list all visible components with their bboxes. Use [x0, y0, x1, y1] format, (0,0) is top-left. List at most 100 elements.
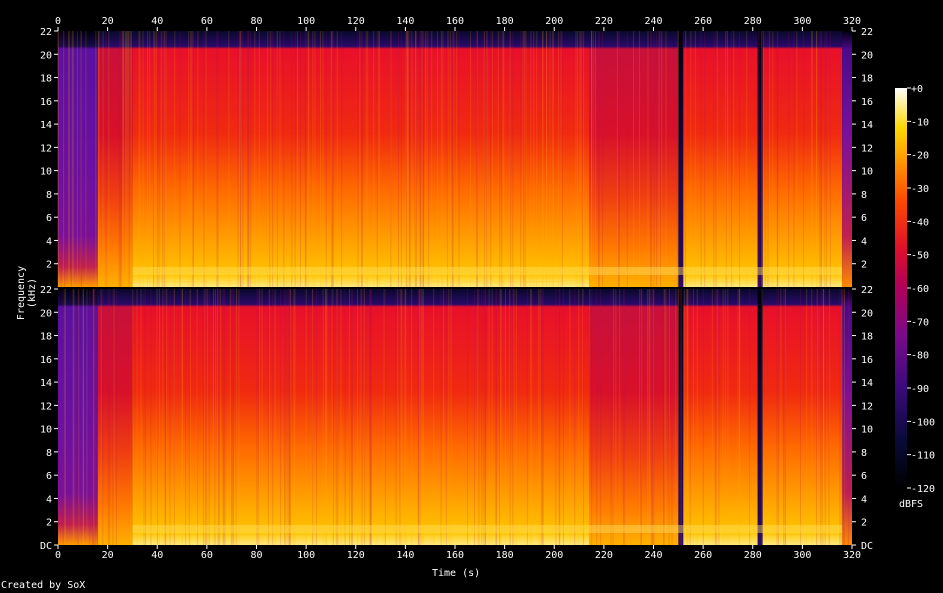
y-tick-label-right: 2: [861, 260, 867, 271]
y-tick-label-right: 16: [861, 355, 873, 366]
y-tick-label-right: 12: [861, 401, 873, 412]
x-tick-label-top: 280: [744, 16, 762, 27]
colorbar-tick-label: -120: [911, 484, 935, 495]
y-tick-label-left: 20: [40, 50, 52, 61]
x-tick-label-bottom: 320: [843, 550, 861, 561]
x-tick-label-top: 120: [347, 16, 365, 27]
y-tick-label-right: 6: [861, 213, 867, 224]
segment-fade: [842, 31, 852, 287]
segment-gap: [678, 31, 684, 287]
colorbar-tick-label: -20: [911, 151, 929, 162]
y-axis-label: Frequency (kHz): [16, 265, 38, 321]
y-tick-label-right: 4: [861, 494, 867, 505]
x-tick-label-bottom: 20: [102, 550, 114, 561]
x-tick-label-bottom: 160: [446, 550, 464, 561]
y-tick-label-left: 22: [40, 27, 52, 38]
x-tick-label-top: 20: [102, 16, 114, 27]
colorbar-unit: dBFS: [899, 499, 924, 510]
spectrogram-panel-1: [57, 31, 852, 287]
colorbar-tick-label: -50: [911, 251, 929, 262]
x-tick-label-top: 240: [644, 16, 662, 27]
segment-fade: [842, 289, 852, 545]
y-tick-label-left: 16: [40, 97, 52, 108]
x-tick-label-top: 220: [595, 16, 613, 27]
x-tick-label-top: 0: [55, 16, 61, 27]
x-tick-label-bottom: 220: [595, 550, 613, 561]
segment-mid: [588, 31, 679, 287]
colorbar-tick-label: -100: [911, 417, 935, 428]
segment-quiet: [58, 31, 98, 287]
x-tick-label-bottom: 120: [347, 550, 365, 561]
x-tick-label-bottom: 80: [250, 550, 262, 561]
x-tick-label-bottom: 240: [644, 550, 662, 561]
y-tick-label-right: 6: [861, 471, 867, 482]
y-tick-label-left: 10: [40, 167, 52, 178]
x-tick-label-top: 180: [496, 16, 514, 27]
y-tick-label-left: 20: [40, 308, 52, 319]
segment-loud: [132, 289, 589, 545]
colorbar-tick-label: -80: [911, 351, 929, 362]
segment-loud: [683, 31, 758, 287]
y-tick-label-right: 12: [861, 143, 873, 154]
x-tick-label-bottom: 300: [793, 550, 811, 561]
segment-gap: [757, 31, 763, 287]
y-tick-label-right: 18: [861, 74, 873, 85]
y-tick-label-left: 8: [46, 190, 52, 201]
x-tick-label-bottom: 40: [151, 550, 163, 561]
y-tick-label-right: 8: [861, 448, 867, 459]
y-tick-label-left: 18: [40, 332, 52, 343]
y-tick-label-left: 22: [40, 285, 52, 296]
y-tick-label-left: 6: [46, 213, 52, 224]
y-tick-label-right: 22: [861, 285, 873, 296]
x-tick-label-top: 320: [843, 16, 861, 27]
y-tick-label-left: 2: [46, 260, 52, 271]
y-tick-label-left: 4: [46, 494, 52, 505]
x-tick-label-top: 200: [545, 16, 563, 27]
x-tick-label-bottom: 140: [396, 550, 414, 561]
segment-loud: [762, 31, 843, 287]
segment-mid: [588, 289, 679, 545]
y-tick-label-right: 8: [861, 190, 867, 201]
colorbar-tick-label: -30: [911, 184, 929, 195]
colorbar-tick-label: -70: [911, 317, 929, 328]
x-tick-label-bottom: 60: [201, 550, 213, 561]
segment-mid: [97, 289, 133, 545]
y-tick-label-left: 12: [40, 143, 52, 154]
y-tick-label-left: 8: [46, 448, 52, 459]
y-tick-label-right: 14: [861, 120, 873, 131]
x-tick-label-bottom: 280: [744, 550, 762, 561]
x-tick-label-top: 40: [151, 16, 163, 27]
x-tick-label-bottom: 100: [297, 550, 315, 561]
y-tick-label-right: 20: [861, 308, 873, 319]
colorbar-tick-label: -60: [911, 284, 929, 295]
x-tick-label-top: 160: [446, 16, 464, 27]
low-band: [132, 525, 843, 533]
segment-loud: [132, 31, 589, 287]
y-tick-label-right: 14: [861, 378, 873, 389]
x-tick-label-top: 80: [250, 16, 262, 27]
colorbar-tick-label: -90: [911, 384, 929, 395]
y-tick-label-right: 2: [861, 518, 867, 529]
spectrogram-panel-2: [58, 289, 852, 545]
credit-text: Created by SoX: [1, 580, 86, 591]
x-tick-label-top: 260: [694, 16, 712, 27]
low-band: [132, 267, 843, 275]
y-tick-label-right: 4: [861, 236, 867, 247]
y-tick-label-right: DC: [861, 541, 873, 552]
y-tick-label-left: DC: [40, 541, 52, 552]
x-tick-label-top: 300: [793, 16, 811, 27]
segment-mid: [97, 31, 133, 287]
y-tick-label-right: 20: [861, 50, 873, 61]
y-tick-label-right: 22: [861, 27, 873, 38]
y-tick-label-left: 16: [40, 355, 52, 366]
x-tick-label-top: 140: [396, 16, 414, 27]
x-tick-label-top: 60: [201, 16, 213, 27]
colorbar: [895, 88, 907, 488]
y-tick-label-left: 14: [40, 378, 52, 389]
y-tick-label-left: 18: [40, 74, 52, 85]
y-tick-label-left: 2: [46, 518, 52, 529]
x-tick-label-top: 100: [297, 16, 315, 27]
colorbar-tick-label: -40: [911, 217, 929, 228]
segment-quiet: [58, 289, 98, 545]
